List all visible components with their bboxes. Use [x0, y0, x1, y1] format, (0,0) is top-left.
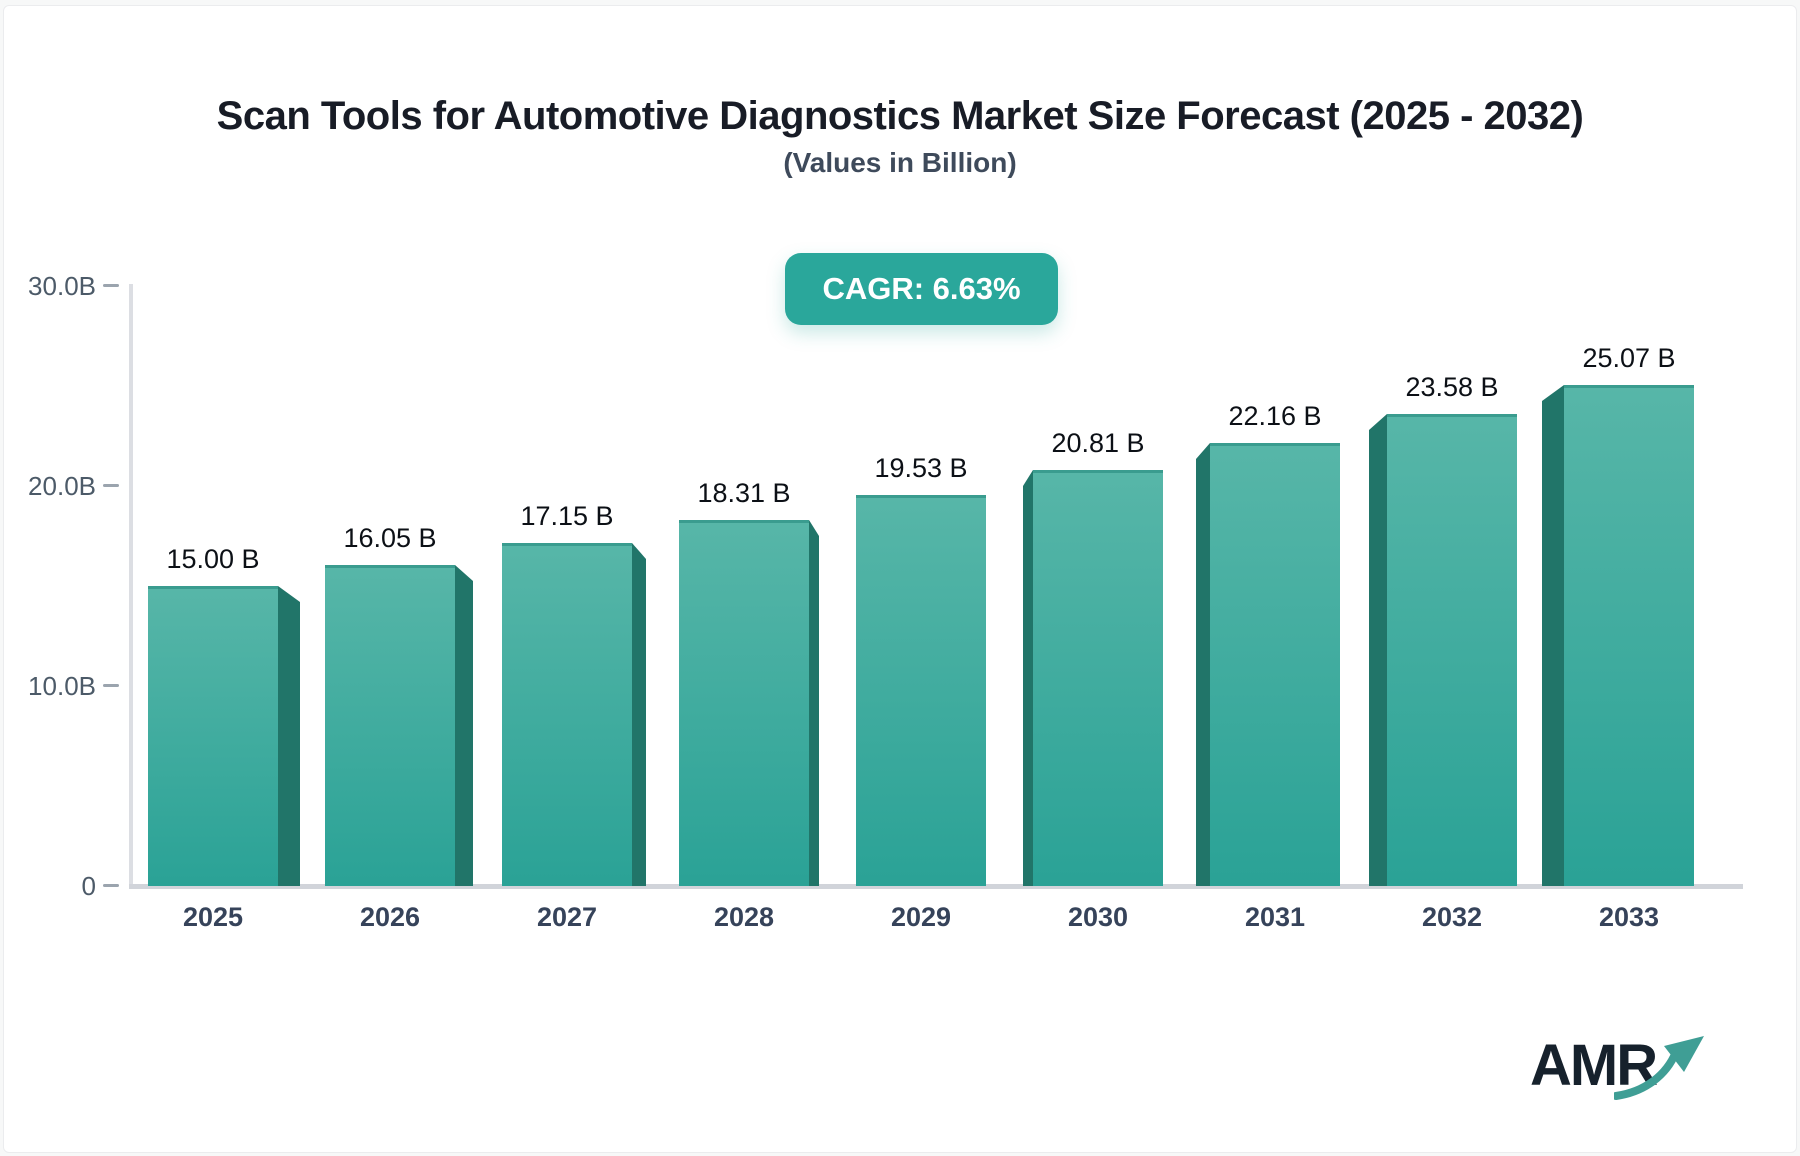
y-axis-label-10.0B: 10.0B — [28, 671, 96, 701]
bar-2026[interactable] — [325, 565, 455, 886]
y-axis-label-30.0B: 30.0B — [28, 271, 96, 301]
bar-2029[interactable] — [856, 495, 986, 886]
bar-side-panel-2027 — [632, 543, 646, 886]
chart-title: Scan Tools for Automotive Diagnostics Ma… — [216, 94, 1584, 138]
chart-subtitle: (Values in Billion) — [783, 147, 1017, 178]
y-axis-line — [129, 284, 133, 886]
x-axis-label-2025: 2025 — [182, 902, 244, 932]
bar-value-label-2026: 16.05 B — [343, 523, 437, 553]
bar-2033[interactable] — [1564, 385, 1694, 886]
x-axis-label-2029: 2029 — [890, 902, 952, 932]
bar-value-label-2031: 22.16 B — [1228, 401, 1322, 431]
y-axis-tick — [103, 884, 119, 887]
bar-value-label-2025: 15.00 B — [166, 544, 260, 574]
bar-2028[interactable] — [679, 520, 809, 886]
y-axis-tick — [103, 484, 119, 487]
bar-side-panel-2030 — [1023, 470, 1033, 886]
bar-2031[interactable] — [1210, 443, 1340, 886]
bar-side-panel-2031 — [1196, 443, 1210, 886]
y-axis-label-20.0B: 20.0B — [28, 471, 96, 501]
x-axis-label-2031: 2031 — [1244, 902, 1306, 932]
x-axis-label-2032: 2032 — [1421, 902, 1483, 932]
bar-2027[interactable] — [502, 543, 632, 886]
x-axis-label-2027: 2027 — [536, 902, 598, 932]
y-axis-tick — [103, 684, 119, 687]
trend-up-arrow-icon — [1614, 1036, 1704, 1100]
bar-side-panel-2025 — [278, 586, 300, 886]
x-axis-label-2026: 2026 — [359, 902, 421, 932]
x-axis-label-2030: 2030 — [1067, 902, 1129, 932]
bar-value-label-2027: 17.15 B — [520, 501, 614, 531]
amr-logo: AMR — [1530, 1032, 1730, 1112]
cagr-badge: CAGR: 6.63% — [785, 253, 1058, 325]
bar-2025[interactable] — [148, 586, 278, 886]
bar-value-label-2033: 25.07 B — [1582, 343, 1676, 373]
bar-value-label-2029: 19.53 B — [874, 453, 968, 483]
y-axis-label-0: 0 — [81, 871, 96, 901]
bar-side-panel-2026 — [455, 565, 473, 886]
bar-side-panel-2028 — [809, 520, 819, 886]
bar-2032[interactable] — [1387, 414, 1517, 886]
y-axis-tick — [103, 284, 119, 287]
x-axis-label-2033: 2033 — [1598, 902, 1660, 932]
bar-value-label-2028: 18.31 B — [697, 478, 791, 508]
bar-value-label-2030: 20.81 B — [1051, 428, 1145, 458]
bar-side-panel-2032 — [1369, 414, 1387, 886]
x-axis-label-2028: 2028 — [713, 902, 775, 932]
x-axis-line — [129, 884, 1743, 889]
bar-side-panel-2033 — [1542, 385, 1564, 886]
bar-value-label-2032: 23.58 B — [1405, 372, 1499, 402]
bar-2030[interactable] — [1033, 470, 1163, 886]
